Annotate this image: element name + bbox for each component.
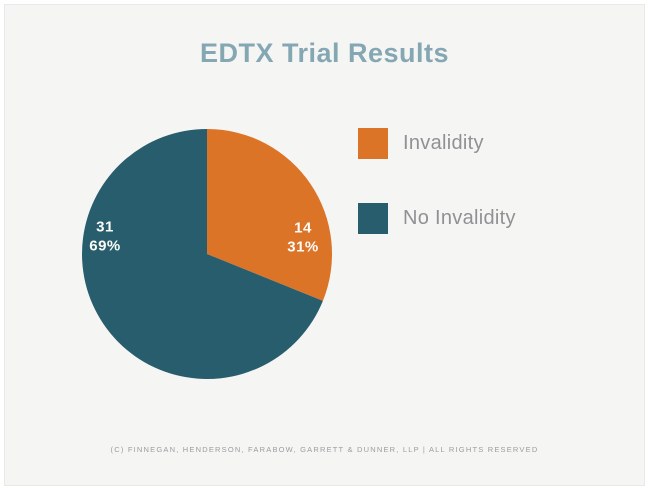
chart-card: EDTX Trial Results 14 31% 31 69% Invalid… xyxy=(4,4,645,486)
legend-swatch-orange-icon xyxy=(358,128,388,159)
legend-label-no-invalidity: No Invalidity xyxy=(403,207,516,229)
legend-item-invalidity: Invalidity xyxy=(358,128,516,159)
slice-percent-invalidity: 31% xyxy=(287,238,319,255)
pie-slice-invalidity xyxy=(207,129,332,301)
chart-title: EDTX Trial Results xyxy=(199,38,450,68)
slice-percent-no-invalidity: 69% xyxy=(89,237,121,254)
slice-value-invalidity: 14 xyxy=(294,219,312,237)
pie-slice-no-invalidity xyxy=(82,129,323,379)
slice-label-no-invalidity: 31 69% xyxy=(89,218,121,256)
legend-label-invalidity: Invalidity xyxy=(403,132,484,154)
legend-swatch-teal-icon xyxy=(358,203,388,234)
pie-chart-svg xyxy=(82,129,332,379)
slice-value-no-invalidity: 31 xyxy=(96,218,114,236)
copyright-footer: (C) FINNEGAN, HENDERSON, FARABOW, GARRET… xyxy=(110,445,539,454)
legend-item-no-invalidity: No Invalidity xyxy=(358,203,516,234)
pie-chart xyxy=(82,129,332,379)
slice-label-invalidity: 14 31% xyxy=(287,219,319,257)
legend: Invalidity No Invalidity xyxy=(358,128,516,234)
